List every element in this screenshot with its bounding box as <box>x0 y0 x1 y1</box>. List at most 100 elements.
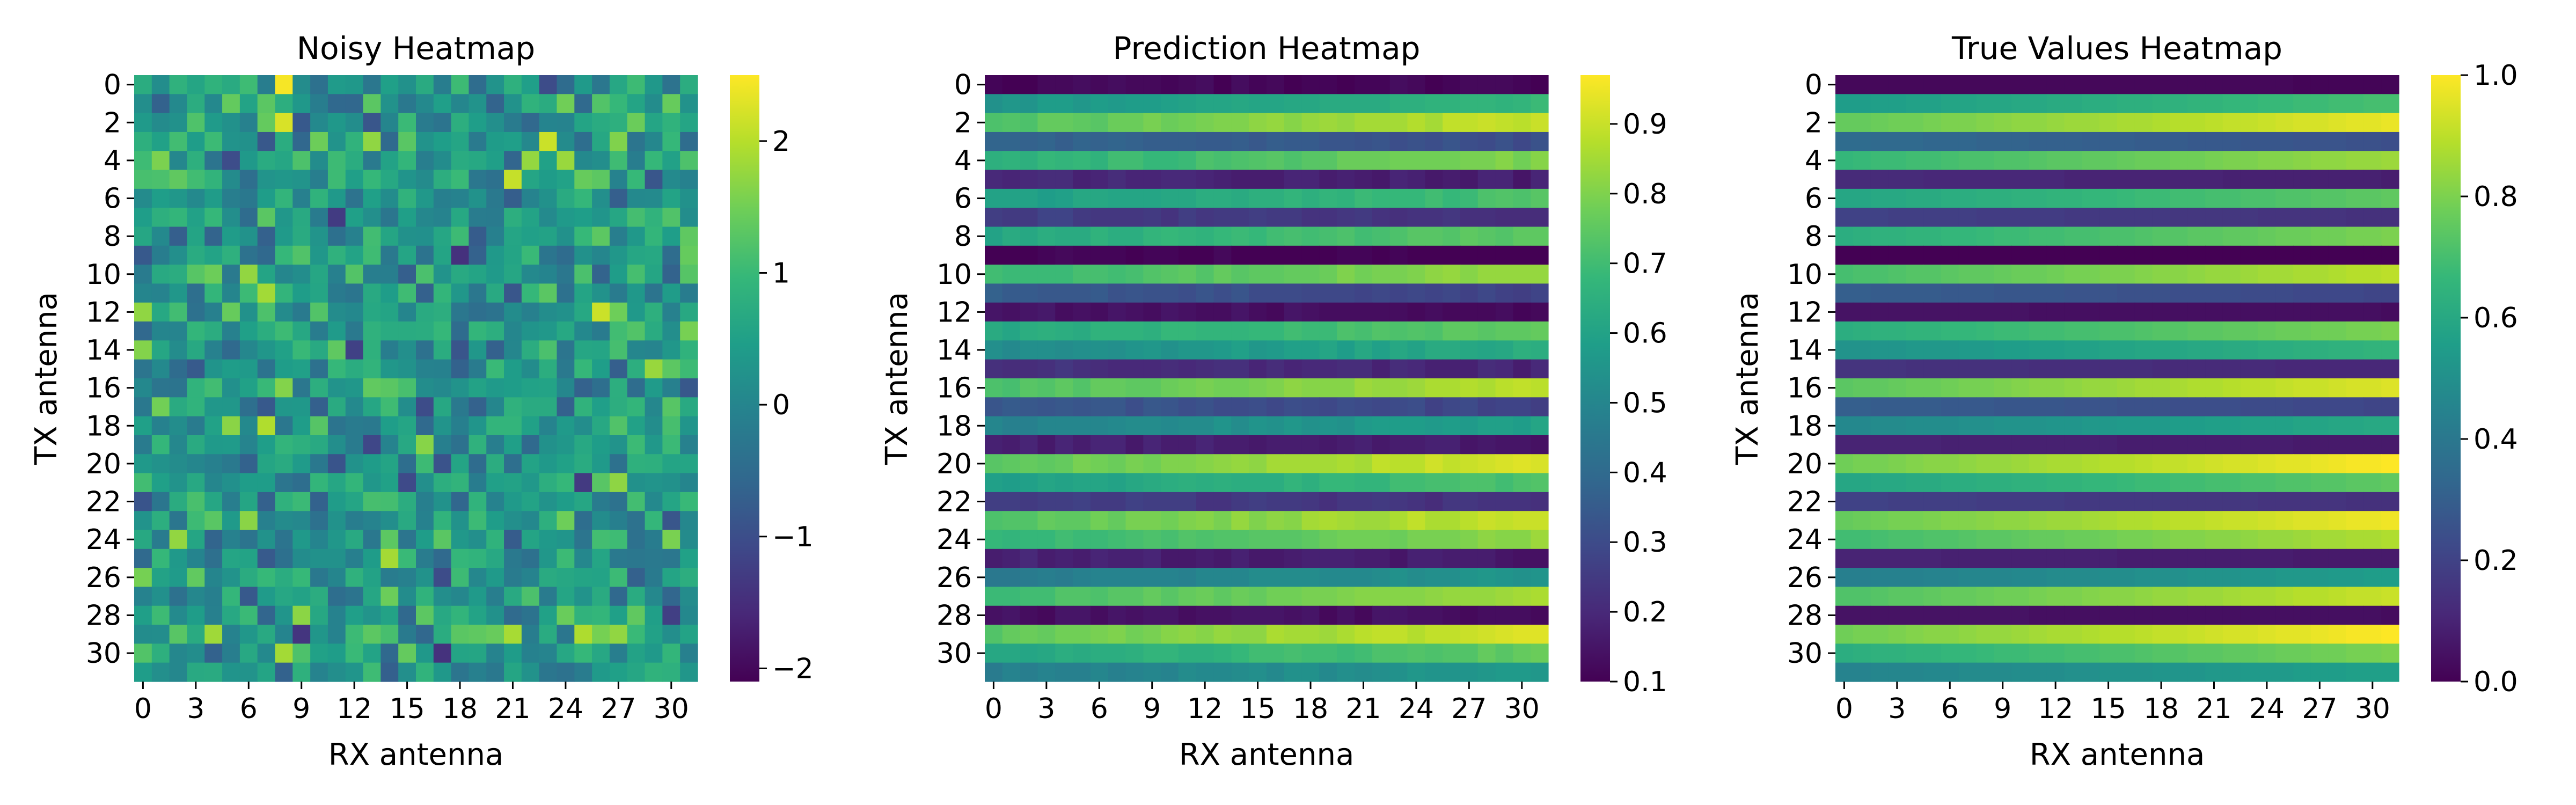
heatmap-cell <box>1161 511 1179 531</box>
heatmap-cell <box>1941 359 1959 379</box>
heatmap-cell <box>680 265 698 284</box>
heatmap-cell <box>539 75 558 94</box>
heatmap-cell <box>1002 492 1021 511</box>
heatmap-cell <box>2205 473 2223 493</box>
heatmap-cell <box>1389 340 1408 360</box>
heatmap-cell <box>451 94 470 114</box>
heatmap-cell <box>627 378 646 398</box>
heatmap-cell <box>662 378 680 398</box>
heatmap-cell <box>1249 378 1267 398</box>
heatmap-cell <box>1976 397 1994 417</box>
heatmap-cell <box>1319 587 1337 606</box>
heatmap-cell <box>1958 113 1977 133</box>
heatmap-cell <box>2346 548 2364 568</box>
heatmap-cell <box>1319 643 1337 663</box>
x-tick-label: 24 <box>1399 693 1434 725</box>
heatmap-cell <box>2117 170 2135 189</box>
heatmap-cell <box>486 94 504 114</box>
heatmap-cell <box>1143 208 1161 228</box>
heatmap-cell <box>2293 151 2311 171</box>
heatmap-cell <box>2134 188 2153 208</box>
heatmap-cell <box>2117 226 2135 246</box>
heatmap-cell <box>1389 548 1408 568</box>
heatmap-cell <box>2275 454 2294 474</box>
heatmap-cell <box>1407 75 1425 94</box>
heatmap-cell <box>416 511 434 531</box>
heatmap-cell <box>1477 226 1496 246</box>
heatmap-cell <box>151 340 170 360</box>
heatmap-cell <box>1249 94 1267 114</box>
y-tick-label: 2 <box>1805 107 1823 139</box>
heatmap-cell <box>1108 530 1126 550</box>
heatmap-cell <box>645 170 663 189</box>
heatmap-cell <box>1513 94 1531 114</box>
heatmap-cell <box>169 170 188 189</box>
heatmap-cell <box>1143 643 1161 663</box>
heatmap-cell <box>2046 530 2065 550</box>
heatmap-cell <box>1958 643 1977 663</box>
heatmap-cell <box>2082 435 2100 455</box>
heatmap-cell <box>2046 359 2065 379</box>
heatmap-cell <box>433 492 452 511</box>
heatmap-cell <box>1002 283 1021 303</box>
heatmap-cell <box>2346 511 2364 531</box>
heatmap-cell <box>1853 511 1871 531</box>
heatmap-cell <box>1178 511 1197 531</box>
heatmap-cell <box>1178 265 1197 284</box>
heatmap-cell <box>1958 397 1977 417</box>
heatmap-cell <box>469 170 487 189</box>
heatmap-cell <box>275 188 293 208</box>
heatmap-cell <box>2134 511 2153 531</box>
heatmap-cell <box>345 188 364 208</box>
heatmap-cell <box>2011 208 2030 228</box>
heatmap-cell <box>680 568 698 588</box>
heatmap-cell <box>1477 605 1496 625</box>
heatmap-cell <box>2346 416 2364 436</box>
heatmap-cell <box>2152 643 2171 663</box>
heatmap-cell <box>609 265 628 284</box>
heatmap-cell <box>187 170 205 189</box>
heatmap-cell <box>398 454 416 474</box>
heatmap-cell <box>1495 587 1513 606</box>
heatmap-cell <box>1389 435 1408 455</box>
heatmap-cell <box>1531 625 1549 644</box>
heatmap-cell <box>1301 321 1320 341</box>
heatmap-cell <box>2082 643 2100 663</box>
heatmap-cell <box>1906 643 1924 663</box>
heatmap-cell <box>239 605 258 625</box>
heatmap-cell <box>557 321 575 341</box>
heatmap-cell <box>557 397 575 417</box>
y-tick-label: 20 <box>86 448 121 480</box>
heatmap-cell <box>2082 188 2100 208</box>
heatmap-cell <box>134 321 152 341</box>
heatmap-cell <box>1284 662 1302 682</box>
heatmap-cell <box>2170 511 2188 531</box>
heatmap-cell <box>2310 94 2329 114</box>
heatmap-cell <box>451 454 470 474</box>
heatmap-cell <box>1002 265 1021 284</box>
heatmap-cell <box>1460 265 1479 284</box>
heatmap-cell <box>2310 226 2329 246</box>
heatmap-cell <box>2170 340 2188 360</box>
heatmap-cell <box>1108 188 1126 208</box>
y-tick-label: 26 <box>86 562 121 594</box>
heatmap-cell <box>2363 378 2382 398</box>
heatmap-cell <box>662 605 680 625</box>
heatmap-cell <box>2064 454 2082 474</box>
heatmap-cell <box>1090 151 1109 171</box>
heatmap-cell <box>609 492 628 511</box>
heatmap-cell <box>2205 302 2223 322</box>
heatmap-cell <box>557 625 575 644</box>
heatmap-cell <box>2117 625 2135 644</box>
heatmap-cell <box>2170 605 2188 625</box>
heatmap-cell <box>187 113 205 133</box>
heatmap-cell <box>627 208 646 228</box>
heatmap-cell <box>363 397 381 417</box>
heatmap-cell <box>310 454 328 474</box>
heatmap-cell <box>2170 473 2188 493</box>
heatmap-cell <box>2152 435 2171 455</box>
heatmap-cell <box>609 321 628 341</box>
heatmap-cell <box>1425 113 1443 133</box>
heatmap-cell <box>2082 530 2100 550</box>
